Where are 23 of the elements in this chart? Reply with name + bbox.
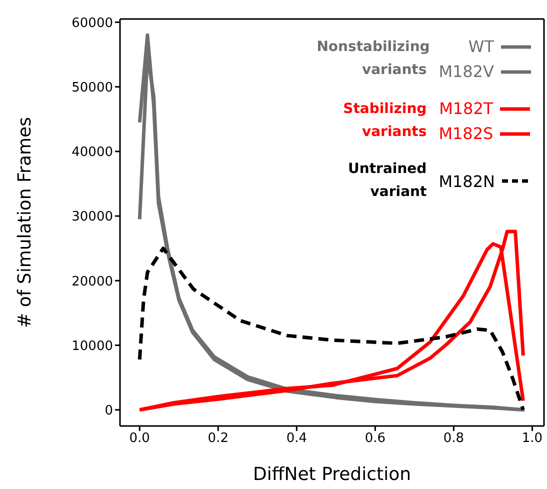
annotation: Untrained variant <box>347 160 427 202</box>
x-tick-label: 0.4 <box>286 431 308 446</box>
y-tick-label: 30000 <box>72 210 113 225</box>
legend-label: M182T <box>439 99 494 118</box>
y-tick-label: 20000 <box>72 274 113 290</box>
x-tick-label: 0.6 <box>364 431 386 446</box>
y-tick-label: 10000 <box>72 338 113 354</box>
legend-label: M182N <box>438 172 495 190</box>
y-axis-title: # of Simulation Frames <box>14 117 36 328</box>
legend-label: M182V <box>438 62 494 81</box>
legend-label: WT <box>468 37 494 56</box>
x-axis-title: DiffNet Prediction <box>252 464 412 485</box>
x-tick-label: 0.8 <box>443 431 464 446</box>
x-tick-label: 0.0 <box>129 431 150 446</box>
annotation: Stabilizing variants <box>342 100 427 142</box>
x-tick-label: 0.2 <box>208 431 228 446</box>
y-tick-label: 50000 <box>72 80 113 96</box>
legend-label: M182S <box>438 124 494 143</box>
x-tick-label: 1.0 <box>522 431 543 446</box>
y-tick-label: 60000 <box>72 16 113 31</box>
annotation: Nonstabilizing variants <box>316 38 430 80</box>
y-tick-label: 0 <box>104 403 113 418</box>
y-tick-label: 40000 <box>72 145 113 160</box>
